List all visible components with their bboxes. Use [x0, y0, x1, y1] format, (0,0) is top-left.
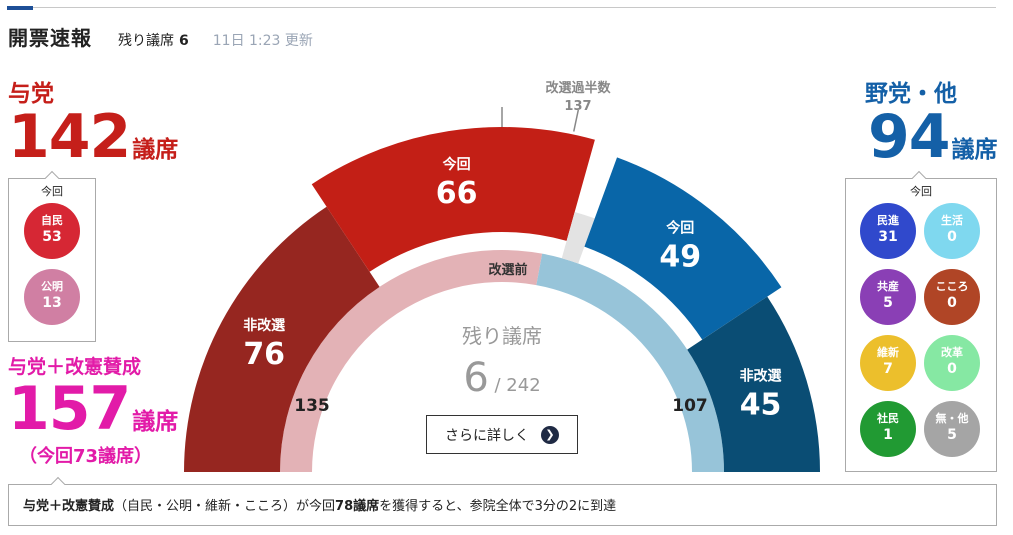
- segment-label-0: 非改選: [243, 317, 285, 334]
- party-circle-kaikaku[interactable]: 改革 0: [924, 335, 980, 391]
- amend-total-unit: 議席: [132, 409, 179, 435]
- opposition-party-box: 今回 民進 31 生活 0 共産 5 こころ 0 維新 7 改革 0 社民 1 …: [845, 170, 997, 472]
- ruling-total: 142 議席: [8, 104, 178, 170]
- segment-value-3: 49: [659, 239, 701, 274]
- top-accent-bar: [7, 6, 33, 10]
- outer-segment-4: [687, 296, 820, 472]
- amend-title: 与党＋改憲賛成: [8, 356, 142, 378]
- party-value: 5: [883, 295, 893, 311]
- opposition-name: 野党・他: [865, 81, 957, 107]
- outer-segment-3: [584, 157, 782, 340]
- segment-value-1: 66: [436, 176, 478, 211]
- segment-label-4: 非改選: [740, 367, 782, 384]
- opposition-total-number: 94: [868, 102, 950, 172]
- party-circle-komei[interactable]: 公明 13: [24, 269, 80, 325]
- segment-value-4: 45: [740, 387, 782, 422]
- opposition-total-unit: 議席: [951, 137, 998, 163]
- footer-strong-2: 78議席: [335, 499, 380, 514]
- header: 開票速報 残り議席 6 11日 1:23 更新: [8, 22, 313, 50]
- inner-right-value: 107: [672, 396, 708, 416]
- party-value: 0: [947, 361, 957, 377]
- ruling-name: 与党: [8, 81, 54, 107]
- party-value: 0: [947, 229, 957, 245]
- ruling-total-unit: 議席: [132, 137, 179, 163]
- party-value: 5: [947, 427, 957, 443]
- ruling-box-caption: 今回: [41, 185, 63, 198]
- inner-ring-segment-1: [536, 253, 724, 472]
- top-divider: [7, 7, 996, 8]
- center-value-total: / 242: [489, 375, 541, 396]
- majority-tick: [573, 109, 580, 132]
- party-value: 31: [878, 229, 898, 245]
- majority-label: 改選過半数: [545, 80, 611, 96]
- party-circle-jimin[interactable]: 自民 53: [24, 203, 80, 259]
- ruling-total-number: 142: [8, 102, 131, 172]
- segment-label-1: 今回: [442, 156, 471, 173]
- segment-value-0: 76: [243, 337, 285, 372]
- footer-strong: 与党＋改憲賛成: [23, 499, 115, 514]
- party-name: 社民: [877, 412, 899, 425]
- amend-total-number: 157: [8, 374, 131, 444]
- party-circle-minshin[interactable]: 民進 31: [860, 203, 916, 259]
- party-name: こころ: [935, 280, 969, 293]
- footer-text-2: を獲得すると、参院全体で3分の2に到達: [379, 499, 617, 514]
- page-title: 開票速報: [8, 26, 92, 50]
- center-value-number: 6: [463, 355, 488, 401]
- party-value: 13: [42, 295, 62, 311]
- center-label: 残り議席: [462, 324, 542, 348]
- opposition-total: 94 議席: [868, 104, 998, 170]
- party-name: 公明: [41, 280, 63, 293]
- updated-timestamp: 11日 1:23 更新: [212, 33, 313, 49]
- remaining-segment: [561, 211, 595, 264]
- footer-note: 与党＋改憲賛成（自民・公明・維新・こころ）が今回78議席を獲得すると、参院全体で…: [8, 476, 997, 526]
- party-name: 自民: [41, 214, 63, 227]
- party-value: 53: [42, 229, 62, 245]
- party-circle-others[interactable]: 無・他 5: [924, 401, 980, 457]
- party-name: 生活: [941, 214, 963, 227]
- center-value: 6 / 242: [463, 355, 540, 401]
- inner-ring-segment-0: [280, 249, 543, 472]
- inner-ring-label: 改選前: [488, 262, 527, 278]
- footer-text: （自民・公明・維新・こころ）が今回: [114, 499, 336, 514]
- party-name: 維新: [877, 346, 899, 359]
- detail-button[interactable]: さらに詳しく ❯: [426, 415, 578, 454]
- remaining-label: 残り議席: [118, 33, 174, 49]
- party-name: 共産: [877, 280, 899, 293]
- party-circle-seikatsu[interactable]: 生活 0: [924, 203, 980, 259]
- party-value: 0: [947, 295, 957, 311]
- party-circle-kokoro[interactable]: こころ 0: [924, 269, 980, 325]
- detail-button-label: さらに詳しく: [445, 427, 529, 444]
- party-circle-ishin[interactable]: 維新 7: [860, 335, 916, 391]
- outer-segment-1: [311, 126, 595, 272]
- amend-total: 157 議席: [8, 376, 178, 442]
- party-name: 無・他: [935, 412, 969, 425]
- party-circle-kyosan[interactable]: 共産 5: [860, 269, 916, 325]
- party-value: 1: [883, 427, 893, 443]
- ruling-party-box: 今回 自民 53 公明 13: [8, 170, 96, 342]
- opposition-box-caption: 今回: [910, 185, 932, 198]
- party-value: 7: [883, 361, 893, 377]
- majority-value: 137: [564, 99, 591, 114]
- segment-label-3: 今回: [665, 219, 694, 236]
- party-circle-shamin[interactable]: 社民 1: [860, 401, 916, 457]
- chevron-right-icon: ❯: [541, 425, 559, 444]
- party-name: 民進: [877, 214, 899, 227]
- inner-left-value: 135: [294, 396, 330, 416]
- remaining-count: 6: [179, 33, 189, 49]
- outer-segment-0: [184, 206, 380, 473]
- party-name: 改革: [941, 346, 963, 359]
- amend-subtitle: （今回73議席）: [19, 446, 153, 467]
